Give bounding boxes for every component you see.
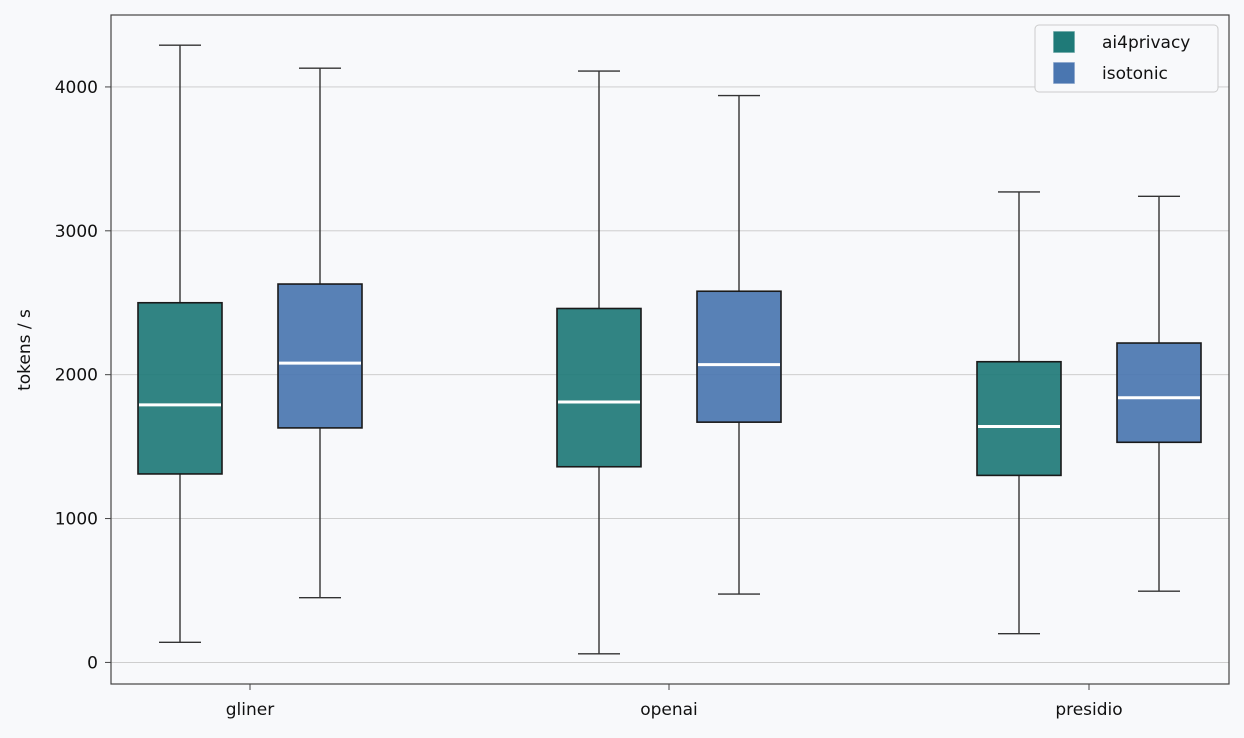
box-isotonic-presidio bbox=[1116, 195, 1202, 592]
box-isotonic-gliner bbox=[277, 67, 363, 599]
y-tick-label: 2000 bbox=[55, 366, 98, 386]
legend-swatch-ai4privacy bbox=[1053, 31, 1075, 53]
legend-swatch-isotonic bbox=[1053, 62, 1075, 84]
iqr-box bbox=[556, 307, 642, 468]
iqr-box bbox=[137, 301, 223, 475]
x-tick-label: openai bbox=[640, 700, 698, 720]
y-tick-label: 0 bbox=[87, 653, 98, 673]
iqr-box bbox=[976, 360, 1062, 477]
box-isotonic-openai bbox=[696, 94, 782, 595]
box-groups bbox=[137, 44, 1202, 655]
plot-frame bbox=[110, 14, 1230, 685]
x-tick-label: gliner bbox=[226, 700, 274, 720]
legend-label-ai4privacy: ai4privacy bbox=[1102, 33, 1190, 53]
box-ai4privacy-openai bbox=[556, 70, 642, 655]
box-ai4privacy-presidio bbox=[976, 191, 1062, 635]
legend[interactable]: ai4privacy isotonic bbox=[1034, 24, 1219, 93]
y-tick-label: 3000 bbox=[55, 222, 98, 242]
iqr-box bbox=[1116, 342, 1202, 444]
legend-label-isotonic: isotonic bbox=[1102, 64, 1168, 84]
axes: 0 1000 2000 3000 4000 gliner openai presidio bbox=[55, 78, 1123, 720]
iqr-box bbox=[277, 283, 363, 429]
y-tick-label: 1000 bbox=[55, 510, 98, 530]
legend-box bbox=[1034, 24, 1219, 93]
iqr-box bbox=[696, 290, 782, 423]
y-tick-label: 4000 bbox=[55, 78, 98, 98]
x-tick-label: presidio bbox=[1055, 700, 1122, 720]
y-axis-label: tokens / s bbox=[15, 309, 35, 391]
box-ai4privacy-gliner bbox=[137, 44, 223, 643]
